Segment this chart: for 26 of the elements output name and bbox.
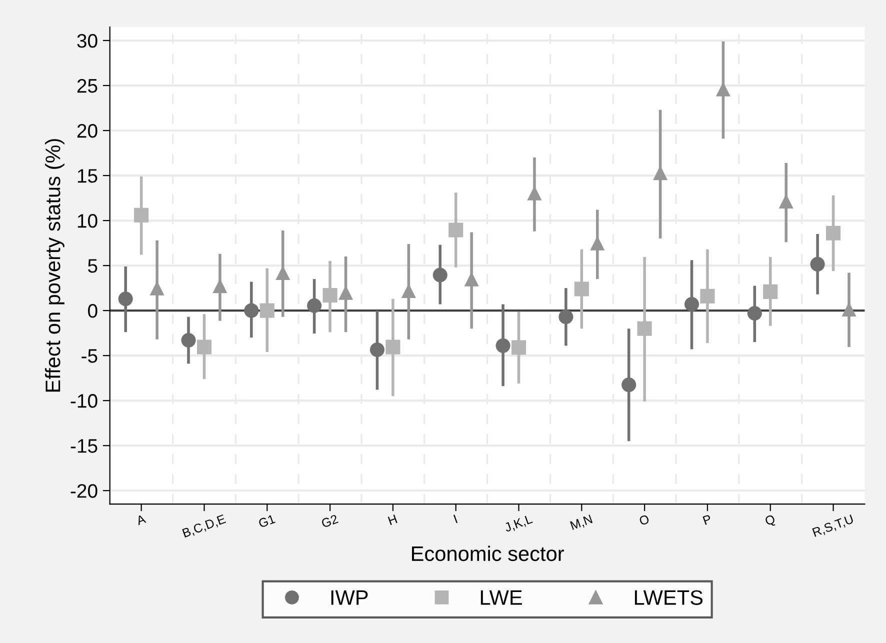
x-tick-label: I xyxy=(453,514,458,524)
legend-label: LWETS xyxy=(634,590,703,605)
y-tick-label: -20 xyxy=(70,484,98,498)
x-tick-label: M,N xyxy=(570,514,594,532)
x-tick-label: A xyxy=(136,514,146,526)
x-tick-label: G1 xyxy=(258,514,276,528)
x-tick-label: P xyxy=(702,514,712,525)
y-tick-label: 30 xyxy=(77,34,98,48)
legend-label: LWE xyxy=(480,590,522,605)
y-tick-label: -15 xyxy=(70,439,98,453)
y-tick-label: 20 xyxy=(77,124,98,138)
x-tick-label: G2 xyxy=(320,514,338,528)
x-axis-title: Economic sector xyxy=(412,546,564,562)
y-tick-label: 5 xyxy=(88,259,98,273)
x-tick-label: H xyxy=(388,514,398,526)
x-tick-label: Q xyxy=(764,514,776,528)
x-tick-label: J,K,L xyxy=(504,514,534,534)
x-tick-label: O xyxy=(638,514,650,526)
y-tick-label: 0 xyxy=(88,304,98,318)
y-tick-label: -10 xyxy=(70,394,98,408)
y-tick-label: -5 xyxy=(82,349,98,363)
legend-label: IWP xyxy=(331,590,368,605)
y-tick-label: 15 xyxy=(78,169,98,183)
y-axis-title: Effect on poverty status (%) xyxy=(44,139,64,392)
y-tick-label: 10 xyxy=(78,214,98,228)
y-tick-label: 25 xyxy=(77,78,98,93)
